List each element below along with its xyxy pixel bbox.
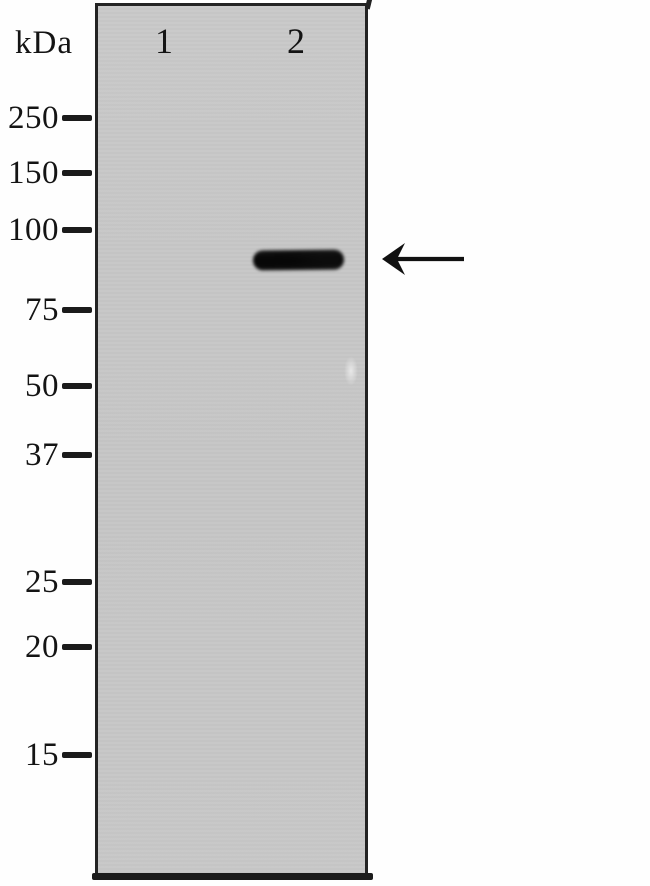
marker-row-75: 75 [0, 290, 92, 330]
gel-bottom-border [92, 873, 373, 880]
scan-artifact-corner [364, 0, 373, 10]
kda-unit-label: kDa [15, 25, 73, 61]
marker-tick-250 [62, 115, 92, 121]
band-pointer [380, 239, 466, 279]
marker-tick-150 [62, 170, 92, 176]
marker-row-50: 50 [0, 366, 92, 406]
marker-tick-50 [62, 383, 92, 389]
marker-tick-15 [62, 752, 92, 758]
marker-label-75: 75 [25, 291, 59, 328]
scan-artifact-smudge [344, 356, 358, 386]
marker-label-37: 37 [25, 436, 59, 473]
lane-label-2: 2 [287, 21, 305, 61]
marker-tick-20 [62, 644, 92, 650]
lane-label-1: 1 [155, 21, 173, 61]
marker-row-15: 15 [0, 735, 92, 775]
marker-row-25: 25 [0, 562, 92, 602]
marker-label-20: 20 [25, 628, 59, 665]
marker-label-25: 25 [25, 563, 59, 600]
marker-tick-37 [62, 452, 92, 458]
marker-label-15: 15 [25, 736, 59, 773]
marker-row-20: 20 [0, 627, 92, 667]
marker-row-100: 100 [0, 210, 92, 250]
marker-row-150: 150 [0, 153, 92, 193]
protein-band-lane2 [252, 249, 345, 271]
marker-row-250: 250 [0, 98, 92, 138]
marker-tick-100 [62, 227, 92, 233]
marker-label-100: 100 [8, 211, 59, 248]
marker-label-150: 150 [8, 154, 59, 191]
left-arrow-icon [382, 243, 464, 275]
marker-tick-75 [62, 307, 92, 313]
marker-tick-25 [62, 579, 92, 585]
marker-row-37: 37 [0, 435, 92, 475]
gel-panel [95, 3, 368, 877]
marker-label-50: 50 [25, 367, 59, 404]
marker-label-250: 250 [8, 99, 59, 136]
